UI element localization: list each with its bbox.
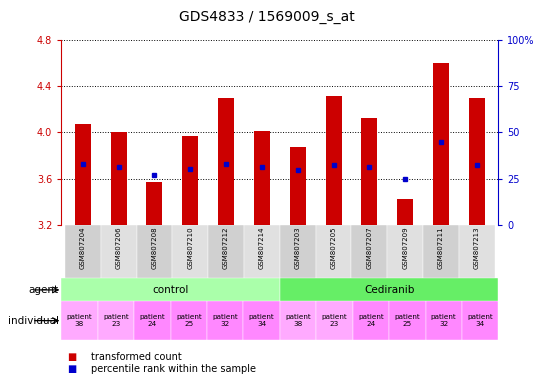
Bar bbox=[326, 96, 342, 225]
Bar bbox=[280, 301, 316, 340]
Text: GSM807214: GSM807214 bbox=[259, 226, 265, 269]
Text: GSM807208: GSM807208 bbox=[151, 226, 157, 269]
Bar bbox=[397, 199, 413, 225]
Text: patient
34: patient 34 bbox=[249, 314, 274, 327]
Text: GSM807205: GSM807205 bbox=[330, 226, 336, 269]
Bar bbox=[280, 278, 498, 301]
Bar bbox=[182, 136, 198, 225]
Bar bbox=[351, 225, 387, 278]
Bar bbox=[425, 301, 462, 340]
Bar bbox=[208, 225, 244, 278]
Bar bbox=[207, 301, 244, 340]
Text: patient
24: patient 24 bbox=[140, 314, 165, 327]
Text: Cediranib: Cediranib bbox=[364, 285, 414, 295]
Bar bbox=[244, 225, 280, 278]
Text: individual: individual bbox=[7, 316, 59, 326]
Bar bbox=[101, 225, 136, 278]
Bar bbox=[61, 301, 98, 340]
Text: percentile rank within the sample: percentile rank within the sample bbox=[91, 364, 256, 374]
Bar bbox=[387, 225, 423, 278]
Bar bbox=[316, 301, 353, 340]
Text: patient
38: patient 38 bbox=[67, 314, 92, 327]
Text: GSM807213: GSM807213 bbox=[474, 226, 480, 269]
Bar bbox=[171, 301, 207, 340]
Text: GSM807212: GSM807212 bbox=[223, 226, 229, 269]
Bar bbox=[218, 98, 234, 225]
Bar bbox=[110, 132, 127, 225]
Bar bbox=[433, 63, 449, 225]
Bar bbox=[423, 225, 459, 278]
Text: GSM807207: GSM807207 bbox=[366, 226, 373, 269]
Text: patient
38: patient 38 bbox=[285, 314, 311, 327]
Text: ■: ■ bbox=[67, 364, 77, 374]
Text: GSM807209: GSM807209 bbox=[402, 226, 408, 269]
Text: GSM807211: GSM807211 bbox=[438, 226, 444, 269]
Bar bbox=[65, 225, 101, 278]
Text: patient
23: patient 23 bbox=[321, 314, 348, 327]
Bar bbox=[289, 147, 306, 225]
Text: GDS4833 / 1569009_s_at: GDS4833 / 1569009_s_at bbox=[179, 10, 354, 24]
Text: patient
25: patient 25 bbox=[394, 314, 420, 327]
Text: GSM807204: GSM807204 bbox=[80, 226, 86, 269]
Bar bbox=[172, 225, 208, 278]
Bar bbox=[459, 225, 495, 278]
Text: control: control bbox=[152, 285, 189, 295]
Text: GSM807210: GSM807210 bbox=[187, 226, 193, 269]
Text: ■: ■ bbox=[67, 352, 77, 362]
Text: patient
23: patient 23 bbox=[103, 314, 129, 327]
Bar bbox=[316, 225, 351, 278]
Text: transformed count: transformed count bbox=[91, 352, 181, 362]
Text: patient
25: patient 25 bbox=[176, 314, 201, 327]
Bar bbox=[280, 225, 316, 278]
Bar bbox=[244, 301, 280, 340]
Text: agent: agent bbox=[28, 285, 59, 295]
Bar bbox=[134, 301, 171, 340]
Bar bbox=[462, 301, 498, 340]
Bar bbox=[61, 278, 280, 301]
Text: patient
34: patient 34 bbox=[467, 314, 493, 327]
Bar bbox=[136, 225, 172, 278]
Bar bbox=[361, 118, 377, 225]
Bar bbox=[147, 182, 163, 225]
Text: patient
24: patient 24 bbox=[358, 314, 384, 327]
Text: patient
32: patient 32 bbox=[212, 314, 238, 327]
Bar bbox=[469, 98, 485, 225]
Bar bbox=[353, 301, 389, 340]
Text: GSM807206: GSM807206 bbox=[116, 226, 122, 269]
Text: patient
32: patient 32 bbox=[431, 314, 457, 327]
Bar bbox=[75, 124, 91, 225]
Text: GSM807203: GSM807203 bbox=[295, 226, 301, 269]
Bar bbox=[98, 301, 134, 340]
Bar bbox=[389, 301, 425, 340]
Bar bbox=[254, 131, 270, 225]
